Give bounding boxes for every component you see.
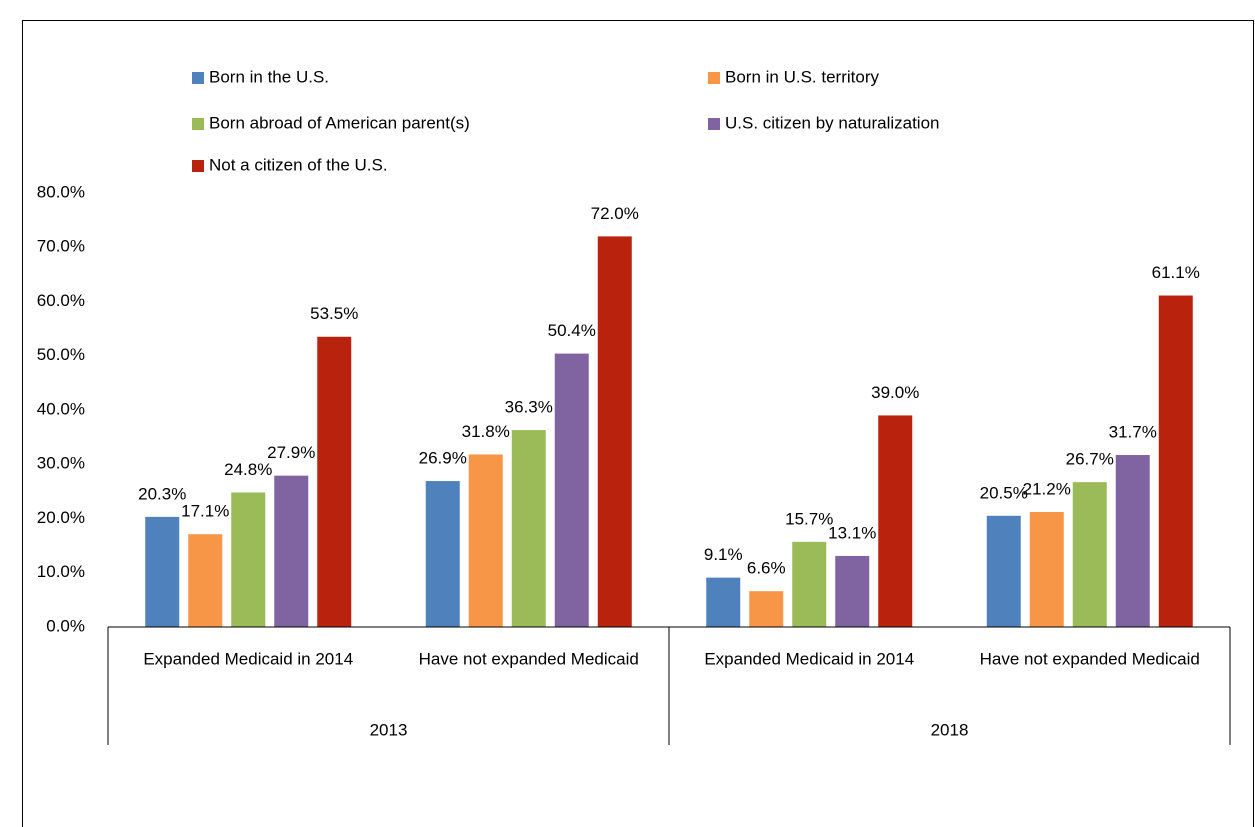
y-tick-label: 40.0% [37, 399, 85, 418]
group-label: 2013 [370, 720, 408, 739]
bar [792, 541, 827, 627]
data-label: 15.7% [785, 509, 833, 528]
bar [1158, 295, 1193, 627]
data-label: 31.8% [462, 422, 510, 441]
bar [1072, 482, 1107, 627]
chart-border [22, 20, 1254, 827]
bar [231, 492, 266, 627]
x-tick-label: Expanded Medicaid in 2014 [143, 649, 353, 668]
bar [145, 516, 180, 627]
data-label: 61.1% [1152, 263, 1200, 282]
bar [468, 454, 503, 627]
data-label: 21.2% [1023, 479, 1071, 498]
legend-label: Born abroad of American parent(s) [209, 113, 470, 132]
data-label: 36.3% [505, 398, 553, 417]
y-tick-label: 60.0% [37, 291, 85, 310]
data-label: 39.0% [871, 383, 919, 402]
bar [597, 236, 632, 627]
data-label: 53.5% [310, 304, 358, 323]
bar [1029, 511, 1064, 627]
bar [188, 534, 223, 627]
legend-swatch [192, 160, 204, 172]
legend-label: Born in U.S. territory [725, 67, 879, 86]
group-label: 2018 [931, 720, 969, 739]
data-label: 20.3% [138, 484, 186, 503]
y-tick-label: 0.0% [46, 616, 85, 635]
data-label: 26.9% [419, 449, 467, 468]
legend-swatch [708, 72, 720, 84]
y-tick-label: 10.0% [37, 562, 85, 581]
bar [425, 481, 460, 627]
y-tick-label: 50.0% [37, 345, 85, 364]
legend-label: Not a citizen of the U.S. [209, 155, 388, 174]
bar [878, 415, 913, 627]
data-label: 26.7% [1066, 450, 1114, 469]
x-tick-label: Have not expanded Medicaid [980, 649, 1200, 668]
bar [1115, 455, 1150, 627]
bar [835, 555, 870, 627]
data-label: 9.1% [704, 545, 743, 564]
y-tick-label: 80.0% [37, 182, 85, 201]
data-label: 24.8% [224, 460, 272, 479]
data-label: 20.5% [980, 483, 1028, 502]
legend-label: Born in the U.S. [209, 67, 329, 86]
data-label: 27.9% [267, 443, 315, 462]
legend-swatch [192, 118, 204, 130]
bar [554, 353, 589, 627]
data-label: 50.4% [548, 321, 596, 340]
bar [749, 591, 784, 627]
x-tick-label: Have not expanded Medicaid [419, 649, 639, 668]
bar [511, 430, 546, 627]
bar [274, 475, 309, 627]
y-tick-label: 70.0% [37, 237, 85, 256]
bar [986, 515, 1021, 627]
data-label: 17.1% [181, 502, 229, 521]
data-label: 13.1% [828, 523, 876, 542]
y-tick-label: 20.0% [37, 508, 85, 527]
y-tick-label: 30.0% [37, 454, 85, 473]
x-tick-label: Expanded Medicaid in 2014 [704, 649, 914, 668]
data-label: 6.6% [747, 559, 786, 578]
bar [706, 577, 741, 627]
data-label: 31.7% [1109, 423, 1157, 442]
legend-label: U.S. citizen by naturalization [725, 113, 940, 132]
data-label: 72.0% [591, 204, 639, 223]
bar [317, 336, 352, 627]
legend-swatch [192, 72, 204, 84]
legend-swatch [708, 118, 720, 130]
